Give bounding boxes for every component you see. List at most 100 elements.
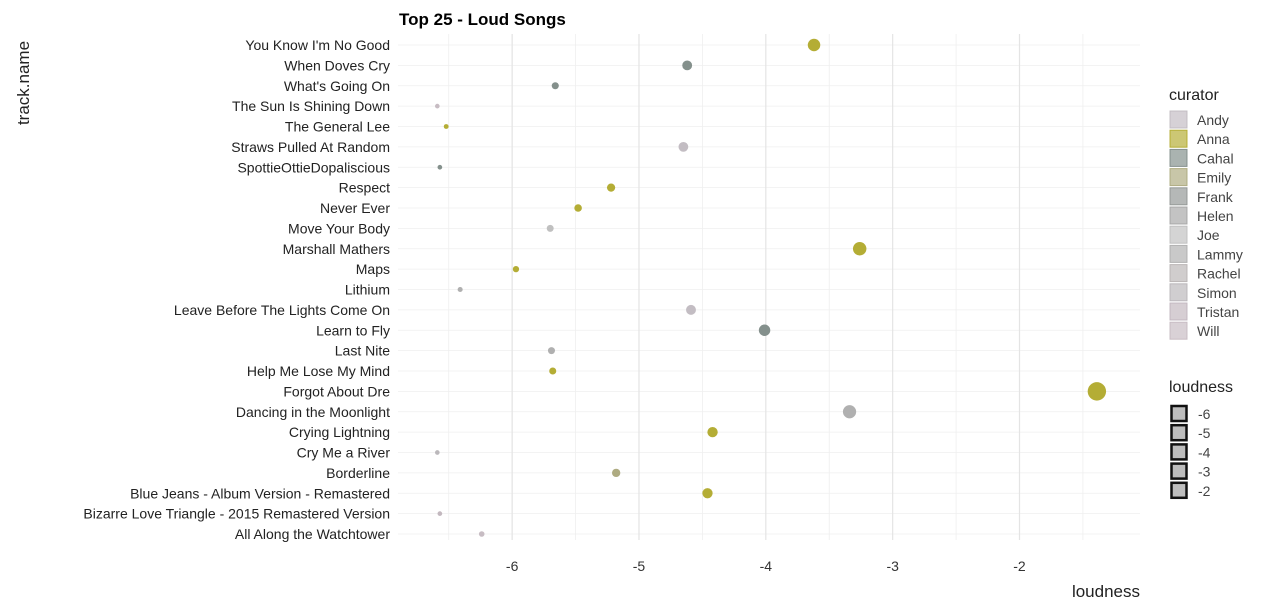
- loudness-legend: loudness -6 -5 -4 -3 -2: [1169, 379, 1233, 500]
- x-axis-title: loudness: [1072, 582, 1140, 601]
- point-learn-to-fly: [758, 324, 771, 336]
- curator-legend-label-cahal: Cahal: [1197, 150, 1234, 166]
- x-tick-label: -3: [886, 558, 899, 574]
- curator-legend-key-tristan: [1169, 302, 1188, 321]
- x-tick-label: -2: [1013, 558, 1026, 574]
- y-tick-labels: All Along the Watchtower Bizarre Love Tri…: [83, 37, 390, 542]
- curator-legend-label-emily: Emily: [1197, 170, 1231, 186]
- point-forgot-about-dre: [1087, 382, 1107, 401]
- point-borderline: [611, 468, 621, 478]
- curator-legend-label-tristan: Tristan: [1197, 304, 1239, 320]
- y-tick-label-when-doves-cry: When Doves Cry: [284, 57, 390, 73]
- point-crying-lightning: [707, 426, 718, 438]
- y-tick-label-bizarre-love-triangle-2015-remastered-version: Bizarre Love Triangle - 2015 Remastered …: [83, 506, 390, 522]
- curator-legend-label-helen: Helen: [1197, 208, 1234, 224]
- loudness-legend-label: -2: [1198, 483, 1211, 499]
- curator-legend-key-andy: [1169, 110, 1188, 129]
- y-tick-label-never-ever: Never Ever: [320, 200, 390, 216]
- x-tick-label: -6: [506, 558, 519, 574]
- y-tick-label-what-s-going-on: What's Going On: [284, 78, 390, 94]
- point-last-nite: [547, 347, 555, 355]
- y-tick-label-cry-me-a-river: Cry Me a River: [297, 445, 391, 461]
- curator-legend-label-frank: Frank: [1197, 189, 1234, 205]
- curator-legend-key-rachel: [1169, 264, 1188, 283]
- y-tick-label-respect: Respect: [339, 180, 390, 196]
- loudness-legend-label: -6: [1198, 406, 1211, 422]
- curator-legend-label-anna: Anna: [1197, 131, 1230, 147]
- y-axis-title: track.name: [14, 41, 33, 125]
- point-lithium: [457, 286, 463, 293]
- grid-layer: [398, 34, 1140, 540]
- curator-legend-label-simon: Simon: [1197, 285, 1237, 301]
- curator-legend-label-will: Will: [1197, 323, 1220, 339]
- loudness-legend-title: loudness: [1169, 379, 1233, 396]
- curator-legend: curator Andy Anna Cahal Emily Frank Helen Joe L…: [1169, 87, 1243, 340]
- y-tick-label-help-me-lose-my-mind: Help Me Lose My Mind: [247, 363, 390, 379]
- curator-legend-key-lammy: [1169, 244, 1188, 263]
- loudness-legend-items: -6 -5 -4 -3 -2: [1170, 404, 1211, 500]
- y-tick-label-marshall-mathers: Marshall Mathers: [283, 241, 390, 257]
- point-you-know-i-m-no-good: [807, 38, 821, 52]
- curator-legend-title: curator: [1169, 87, 1219, 104]
- point-the-general-lee: [443, 124, 449, 129]
- point-respect: [606, 183, 616, 192]
- point-straws-pulled-at-random: [678, 141, 689, 152]
- point-spottieottiedopaliscious: [437, 164, 443, 170]
- curator-legend-label-rachel: Rachel: [1197, 266, 1241, 282]
- curator-legend-key-joe: [1169, 225, 1188, 244]
- point-cry-me-a-river: [435, 450, 440, 455]
- y-tick-label-learn-to-fly: Learn to Fly: [316, 322, 390, 338]
- curator-legend-label-andy: Andy: [1197, 112, 1229, 128]
- point-help-me-lose-my-mind: [549, 367, 557, 375]
- point-dancing-in-the-moonlight: [842, 405, 857, 419]
- curator-legend-key-anna: [1169, 129, 1188, 148]
- y-tick-label-all-along-the-watchtower: All Along the Watchtower: [235, 526, 390, 542]
- y-tick-label-borderline: Borderline: [326, 465, 390, 481]
- x-tick-label: -4: [760, 558, 773, 574]
- curator-legend-key-emily: [1169, 168, 1188, 187]
- y-tick-label-straws-pulled-at-random: Straws Pulled At Random: [231, 139, 390, 155]
- curator-legend-key-will: [1169, 321, 1188, 340]
- y-tick-label-spottieottiedopaliscious: SpottieOttieDopaliscious: [237, 159, 390, 175]
- y-tick-label-forgot-about-dre: Forgot About Dre: [283, 383, 390, 399]
- y-tick-label-crying-lightning: Crying Lightning: [289, 424, 390, 440]
- point-the-sun-is-shining-down: [435, 103, 440, 109]
- y-tick-label-maps: Maps: [356, 261, 390, 277]
- y-tick-label-last-nite: Last Nite: [335, 343, 390, 359]
- point-marshall-mathers: [852, 242, 867, 256]
- y-tick-label-the-sun-is-shining-down: The Sun Is Shining Down: [232, 98, 390, 114]
- loudness-legend-key: [1170, 443, 1188, 461]
- y-tick-label-leave-before-the-lights-come-on: Leave Before The Lights Come On: [174, 302, 390, 318]
- curator-legend-items: Andy Anna Cahal Emily Frank Helen Joe Lammy Rach…: [1169, 110, 1243, 340]
- point-move-your-body: [546, 224, 554, 232]
- x-tick-labels: -6 -5 -4 -3 -2: [506, 558, 1026, 574]
- y-tick-label-blue-jeans-album-version-remastered: Blue Jeans - Album Version - Remastered: [130, 485, 390, 501]
- y-tick-label-the-general-lee: The General Lee: [285, 119, 390, 135]
- loudness-legend-label: -3: [1198, 464, 1211, 480]
- curator-legend-key-simon: [1169, 283, 1188, 302]
- curator-legend-key-helen: [1169, 206, 1188, 225]
- curator-legend-key-cahal: [1169, 148, 1188, 167]
- y-tick-label-dancing-in-the-moonlight: Dancing in the Moonlight: [236, 404, 390, 420]
- loudness-legend-key: [1170, 423, 1188, 442]
- loudness-legend-label: -4: [1198, 444, 1211, 460]
- point-maps: [512, 265, 520, 273]
- chart-title: Top 25 - Loud Songs: [399, 10, 566, 29]
- y-tick-label-lithium: Lithium: [345, 282, 390, 298]
- curator-legend-label-joe: Joe: [1197, 227, 1220, 243]
- curator-legend-label-lammy: Lammy: [1197, 246, 1243, 262]
- x-tick-label: -5: [633, 558, 646, 574]
- loudness-legend-key: [1170, 462, 1188, 480]
- point-blue-jeans-album-version-remastered: [702, 488, 713, 499]
- curator-legend-key-frank: [1169, 187, 1188, 206]
- point-all-along-the-watchtower: [478, 531, 485, 537]
- point-what-s-going-on: [551, 82, 559, 90]
- y-tick-label-you-know-i-m-no-good: You Know I'm No Good: [245, 37, 390, 53]
- loudness-legend-label: -5: [1198, 425, 1211, 441]
- y-tick-label-move-your-body: Move Your Body: [288, 220, 390, 236]
- point-never-ever: [574, 204, 582, 212]
- point-when-doves-cry: [682, 60, 693, 71]
- point-bizarre-love-triangle-2015-remastered-version: [437, 511, 443, 516]
- loudness-legend-key: [1170, 481, 1188, 500]
